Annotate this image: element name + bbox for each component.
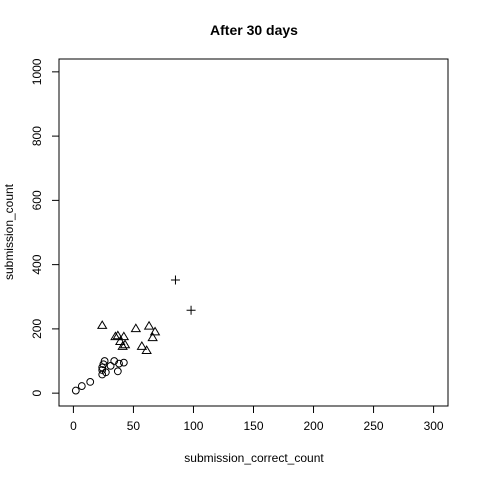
- point-triangle: [112, 330, 124, 340]
- point-triangle: [147, 332, 158, 342]
- point-triangle: [149, 326, 161, 336]
- point-circle: [113, 367, 122, 376]
- point-triangle: [136, 340, 148, 350]
- y-tick-label: 0: [30, 389, 44, 396]
- y-tick-label: 600: [30, 190, 44, 210]
- point-triangle: [141, 345, 152, 354]
- point-triangle: [130, 323, 142, 333]
- point-circle: [77, 382, 86, 390]
- point-triangle: [119, 339, 131, 349]
- point-triangle: [117, 340, 128, 350]
- point-plus: [170, 275, 180, 285]
- plot-frame: [58, 58, 449, 407]
- x-tick-label: 250: [364, 419, 384, 433]
- point-circle: [119, 358, 128, 367]
- x-tick-label: 100: [183, 419, 203, 433]
- point-circle: [106, 361, 115, 370]
- x-tick-label: 200: [304, 419, 324, 433]
- y-tick-label: 1000: [30, 58, 44, 85]
- point-circle: [115, 359, 123, 368]
- point-circle: [100, 357, 109, 365]
- point-plus: [186, 305, 196, 315]
- x-tick-label: 50: [127, 419, 141, 433]
- y-tick-label: 200: [30, 319, 44, 339]
- point-triangle: [143, 320, 155, 330]
- y-axis-label: submission_count: [2, 183, 16, 280]
- chart-title: After 30 days: [210, 22, 298, 38]
- point-circle: [110, 357, 119, 365]
- point-triangle: [114, 336, 126, 346]
- y-tick-label: 800: [30, 126, 44, 146]
- data-points: [71, 275, 196, 395]
- x-tick-label: 150: [243, 419, 263, 433]
- x-axis: 0 50 100 150 200 250 300: [70, 405, 444, 433]
- x-axis-label: submission_correct_count: [184, 451, 324, 465]
- x-tick-label: 0: [70, 419, 77, 433]
- point-circle: [101, 368, 110, 377]
- y-tick-label: 400: [30, 254, 44, 274]
- point-circle: [86, 378, 95, 386]
- x-tick-label: 300: [424, 419, 444, 433]
- y-axis: 0 200 400 600 800 1000: [30, 58, 60, 396]
- point-triangle: [118, 331, 130, 341]
- point-triangle: [110, 331, 121, 341]
- point-circle: [71, 386, 80, 395]
- point-triangle: [96, 320, 108, 329]
